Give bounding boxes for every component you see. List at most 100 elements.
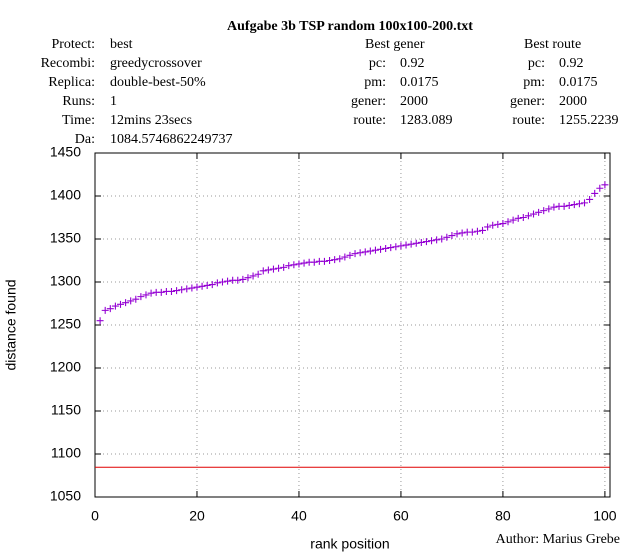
point: [116, 300, 124, 308]
point: [320, 257, 328, 265]
info-value: 1084.5746862249737: [110, 132, 233, 147]
info-label: pc:: [369, 56, 386, 71]
info-value: 0.92: [400, 56, 425, 71]
point: [142, 291, 150, 299]
point: [570, 201, 578, 209]
point: [494, 220, 502, 228]
info-value: 1255.2239: [559, 113, 619, 128]
info-value: best: [110, 37, 133, 52]
info-label: route:: [353, 113, 386, 128]
info-label: Protect:: [51, 37, 95, 52]
point: [509, 216, 517, 224]
y-tick-label: 1450: [50, 144, 81, 160]
point: [581, 199, 589, 207]
x-tick-label: 0: [91, 508, 99, 524]
y-tick-label: 1250: [50, 316, 81, 332]
point: [377, 245, 385, 253]
point: [259, 267, 267, 275]
info-label: pm:: [364, 75, 386, 90]
point: [249, 272, 257, 280]
point: [392, 243, 400, 251]
point: [366, 247, 374, 255]
info-value: 0.0175: [559, 75, 598, 90]
x-axis-label: rank position: [310, 536, 389, 552]
point: [280, 263, 288, 271]
point: [157, 288, 165, 296]
point: [203, 281, 211, 289]
info-value: 2000: [559, 94, 587, 109]
info-label: Da:: [75, 132, 95, 147]
point: [290, 261, 298, 269]
point: [234, 276, 242, 284]
point: [524, 212, 532, 220]
point: [499, 220, 507, 228]
point: [300, 259, 308, 267]
point: [132, 295, 140, 303]
column-heading: Best gener: [365, 37, 425, 52]
point: [218, 278, 226, 286]
point: [254, 270, 262, 278]
point: [178, 286, 186, 294]
point: [443, 233, 451, 241]
point: [433, 236, 441, 244]
point: [387, 244, 395, 252]
y-tick-label: 1400: [50, 187, 81, 203]
point: [96, 317, 104, 325]
point: [361, 248, 369, 256]
info-label: Runs:: [62, 94, 95, 109]
point: [264, 266, 272, 274]
info-value: 0.92: [559, 56, 584, 71]
point: [565, 201, 573, 209]
point: [484, 223, 492, 231]
point: [596, 184, 604, 192]
point: [310, 258, 318, 266]
info-label: Recombi:: [41, 56, 95, 71]
point: [519, 214, 527, 221]
point: [371, 246, 379, 254]
y-axis-label: distance found: [3, 279, 19, 370]
point: [448, 232, 456, 240]
point: [540, 207, 548, 215]
info-value: greedycrossover: [110, 56, 202, 71]
point: [586, 195, 594, 203]
point: [514, 214, 522, 222]
point: [224, 277, 232, 285]
point: [106, 305, 114, 313]
point: [468, 228, 476, 236]
x-tick-label: 80: [495, 508, 511, 524]
point: [601, 181, 609, 189]
point: [382, 244, 390, 252]
author: Author: Marius Grebe: [496, 532, 620, 547]
point: [402, 241, 410, 249]
point: [137, 293, 145, 301]
info-label: pm:: [523, 75, 545, 90]
point: [530, 210, 538, 218]
plot-frame: [94, 152, 611, 498]
point: [412, 239, 420, 247]
info-value: 12mins 23secs: [110, 113, 192, 128]
point: [453, 230, 461, 238]
info-label: route:: [512, 113, 545, 128]
point: [346, 251, 354, 259]
x-tick-label: 60: [393, 508, 409, 524]
point: [535, 208, 543, 216]
point: [111, 302, 119, 310]
info-value: double-best-50%: [110, 75, 206, 90]
y-tick-label: 1200: [50, 359, 81, 375]
point: [473, 227, 481, 235]
info-value: 1: [110, 94, 117, 109]
info-label: gener:: [351, 94, 386, 109]
point: [504, 218, 512, 226]
info-value: 0.0175: [400, 75, 439, 90]
point: [341, 253, 349, 261]
x-tick-label: 20: [189, 508, 205, 524]
point: [489, 221, 497, 229]
point: [545, 205, 553, 213]
info-value: 2000: [400, 94, 428, 109]
y-tick-label: 1300: [50, 273, 81, 289]
y-tick-label: 1100: [51, 445, 81, 461]
point: [213, 279, 221, 287]
y-tick-label: 1150: [51, 402, 81, 418]
point: [326, 257, 334, 264]
